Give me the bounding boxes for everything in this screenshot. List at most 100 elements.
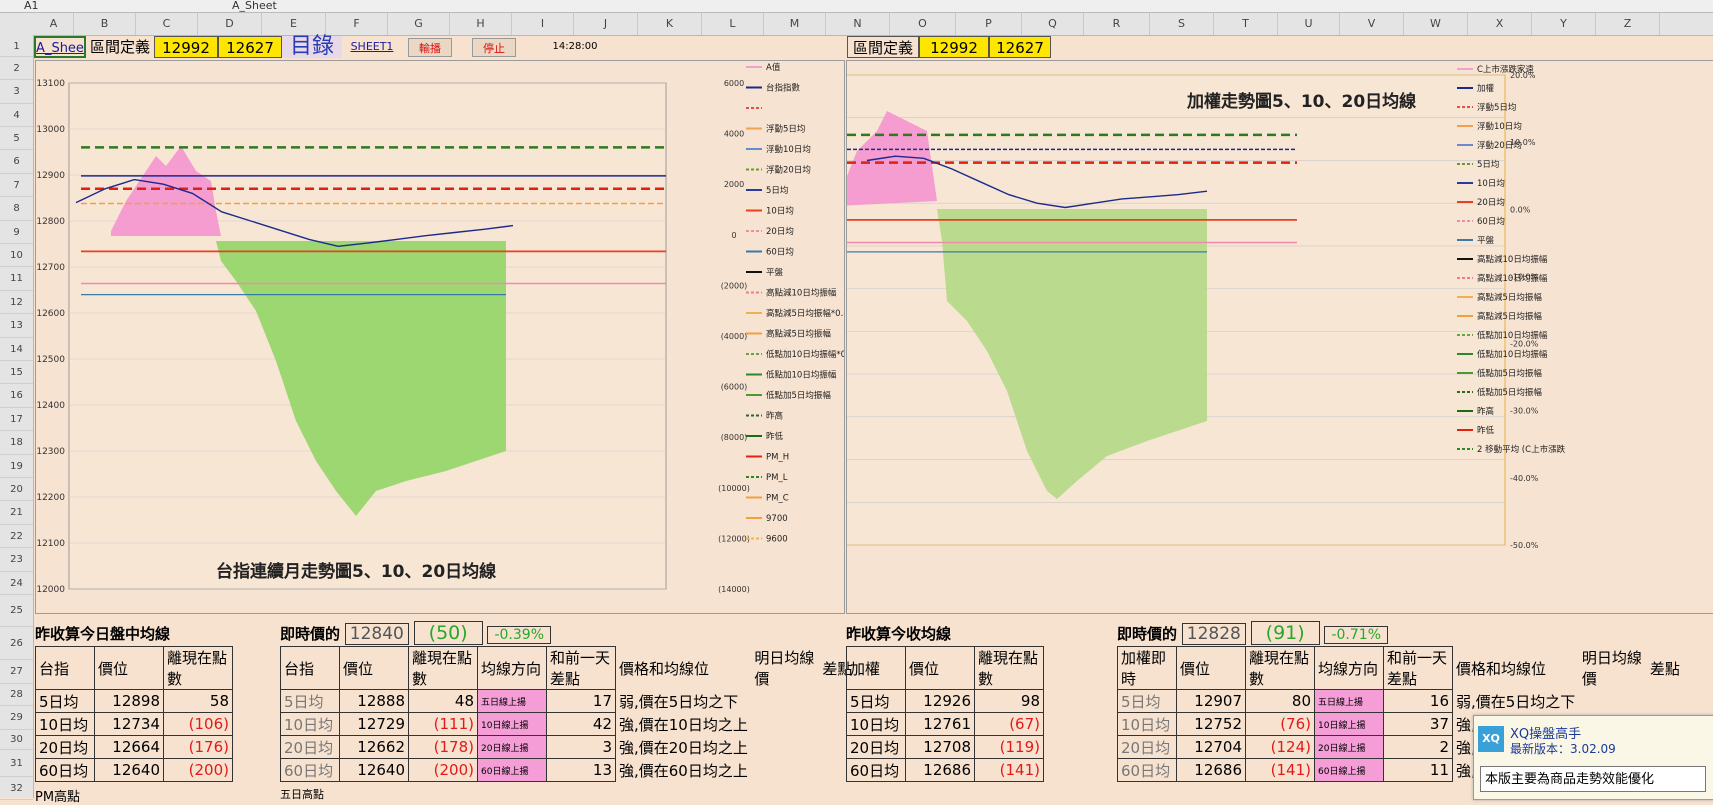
catalog-link[interactable]: 目錄 [282,36,342,58]
row-header-27[interactable]: 27 [0,660,33,684]
direction-cell: 20日線上揚 [477,735,547,759]
header-cell: 和前一天差點 [546,646,616,690]
row-header-3[interactable]: 3 [0,80,33,104]
formula-content[interactable]: A_Sheet [232,0,277,12]
row-header-30[interactable]: 30 [0,730,33,750]
next-ma-cell [751,736,819,759]
taiex-futures-chart[interactable]: 13100 13000 12900 12800 12700 12600 12500 12400… [35,60,854,614]
column-header-n[interactable]: N [826,13,890,35]
row-header-1[interactable]: 1 [0,36,33,57]
row-header-15[interactable]: 15 [0,361,33,384]
row-header-31[interactable]: 31 [0,750,33,777]
row-header-4[interactable]: 4 [0,104,33,127]
row-header-12[interactable]: 12 [0,291,33,314]
column-header-x[interactable]: X [1468,13,1532,35]
range-value-1: 12992 [154,36,218,58]
row-header-21[interactable]: 21 [0,501,33,525]
y-tick-label: 12500 [36,355,65,365]
column-header-e[interactable]: E [262,13,326,35]
update-notification-popup[interactable]: XQ XQ操盤高手 最新版本：3.02.09 本版主要為商品走勢效能優化 [1473,715,1713,800]
header-cell: 均線方向 [477,646,547,690]
stop-button[interactable]: 停止 [472,38,516,57]
column-header-z[interactable]: Z [1596,13,1660,35]
row-header-32[interactable]: 32 [0,777,33,800]
price-cell: 12686 [1176,758,1246,782]
column-header-q[interactable]: Q [1022,13,1084,35]
taiex-weighted-chart[interactable]: 1310013000129001280012700126001250012400… [804,60,1713,614]
row-header-20[interactable]: 20 [0,478,33,501]
row-header-7[interactable]: 7 [0,174,33,197]
legend-entry: 浮動20日均 [1477,140,1522,151]
legend-entry: 浮動20日均 [766,165,811,176]
row-label: 60日均 [35,758,95,782]
row-header-19[interactable]: 19 [0,455,33,478]
legend-entry: 9700 [766,514,788,524]
row-header-25[interactable]: 25 [0,595,33,627]
row-header-9[interactable]: 9 [0,221,33,244]
row-header-26[interactable]: 26 [0,627,33,660]
column-header-k[interactable]: K [638,13,702,35]
row-header-17[interactable]: 17 [0,408,33,431]
column-header-a[interactable]: A [34,13,74,35]
column-header-s[interactable]: S [1150,13,1214,35]
popup-app-name: XQ操盤高手 [1510,727,1582,742]
row-header-29[interactable]: 29 [0,706,33,730]
row-header-28[interactable]: 28 [0,684,33,706]
column-header-h[interactable]: H [450,13,512,35]
row-header-6[interactable]: 6 [0,150,33,174]
column-header-v[interactable]: V [1340,13,1404,35]
delta-cell: 2 [1383,735,1453,759]
column-header-m[interactable]: M [764,13,826,35]
column-header-c[interactable]: C [136,13,198,35]
column-header-f[interactable]: F [326,13,388,35]
y-tick-label: 12800 [36,217,65,227]
row-header-18[interactable]: 18 [0,431,33,455]
legend-entry: 昨高 [766,411,783,422]
column-header-o[interactable]: O [890,13,956,35]
legend-entry: 高點減10日均振幅 [766,288,837,299]
column-header-u[interactable]: U [1278,13,1340,35]
column-header-p[interactable]: P [956,13,1022,35]
diff-cell: (141) [974,758,1044,782]
legend-entry: 平盤 [1477,235,1495,246]
green-area [216,241,506,516]
legend-entry: 20日均 [1477,197,1505,208]
row-header-5[interactable]: 5 [0,127,33,150]
row-header-8[interactable]: 8 [0,197,33,221]
row-header-10[interactable]: 10 [0,244,33,267]
row-header-24[interactable]: 24 [0,572,33,595]
direction-cell: 五日線上揚 [1314,689,1384,713]
right-table-title: 昨收算今收均線 [846,625,952,643]
column-header-r[interactable]: R [1084,13,1150,35]
column-header-t[interactable]: T [1214,13,1278,35]
column-header-j[interactable]: J [574,13,638,35]
column-header-i[interactable]: I [512,13,574,35]
row-header-2[interactable]: 2 [0,57,33,80]
row-header-16[interactable]: 16 [0,384,33,408]
row-label: 5日均 [846,689,906,713]
row-header-13[interactable]: 13 [0,314,33,338]
chart-title: 加權走勢圖5、10、20日均線 [1186,91,1416,112]
column-header-w[interactable]: W [1404,13,1468,35]
legend-entry: PM_L [766,473,788,483]
index-price-line [866,155,1208,209]
column-header-b[interactable]: B [74,13,136,35]
row-header-11[interactable]: 11 [0,267,33,291]
a-sheet-link[interactable]: A_Shee [34,36,86,58]
row-header-14[interactable]: 14 [0,338,33,361]
column-header-d[interactable]: D [198,13,262,35]
output-button[interactable]: 輸播 [408,38,452,57]
name-box[interactable]: A1 [24,0,39,12]
row-label: 10日均 [280,712,340,736]
table-row: 5日均 12888 48 五日線上揚 17 弱,價在5日均之下 [280,689,866,713]
column-header-l[interactable]: L [702,13,764,35]
column-header-g[interactable]: G [388,13,450,35]
delta-cell: 17 [546,689,616,713]
row-header-23[interactable]: 23 [0,548,33,572]
sheet1-link[interactable]: SHEET1 [350,40,394,53]
right-mid-ma-table: 即時價的 12828 (91) -0.71% 加權即時 價位 離現在點數 均線方向 和前… [1117,621,1693,782]
row-header-22[interactable]: 22 [0,525,33,548]
column-header-y[interactable]: Y [1532,13,1596,35]
legend-entry: 低點加10日均振幅 [1477,349,1548,360]
diff-cell: (200) [408,758,478,782]
